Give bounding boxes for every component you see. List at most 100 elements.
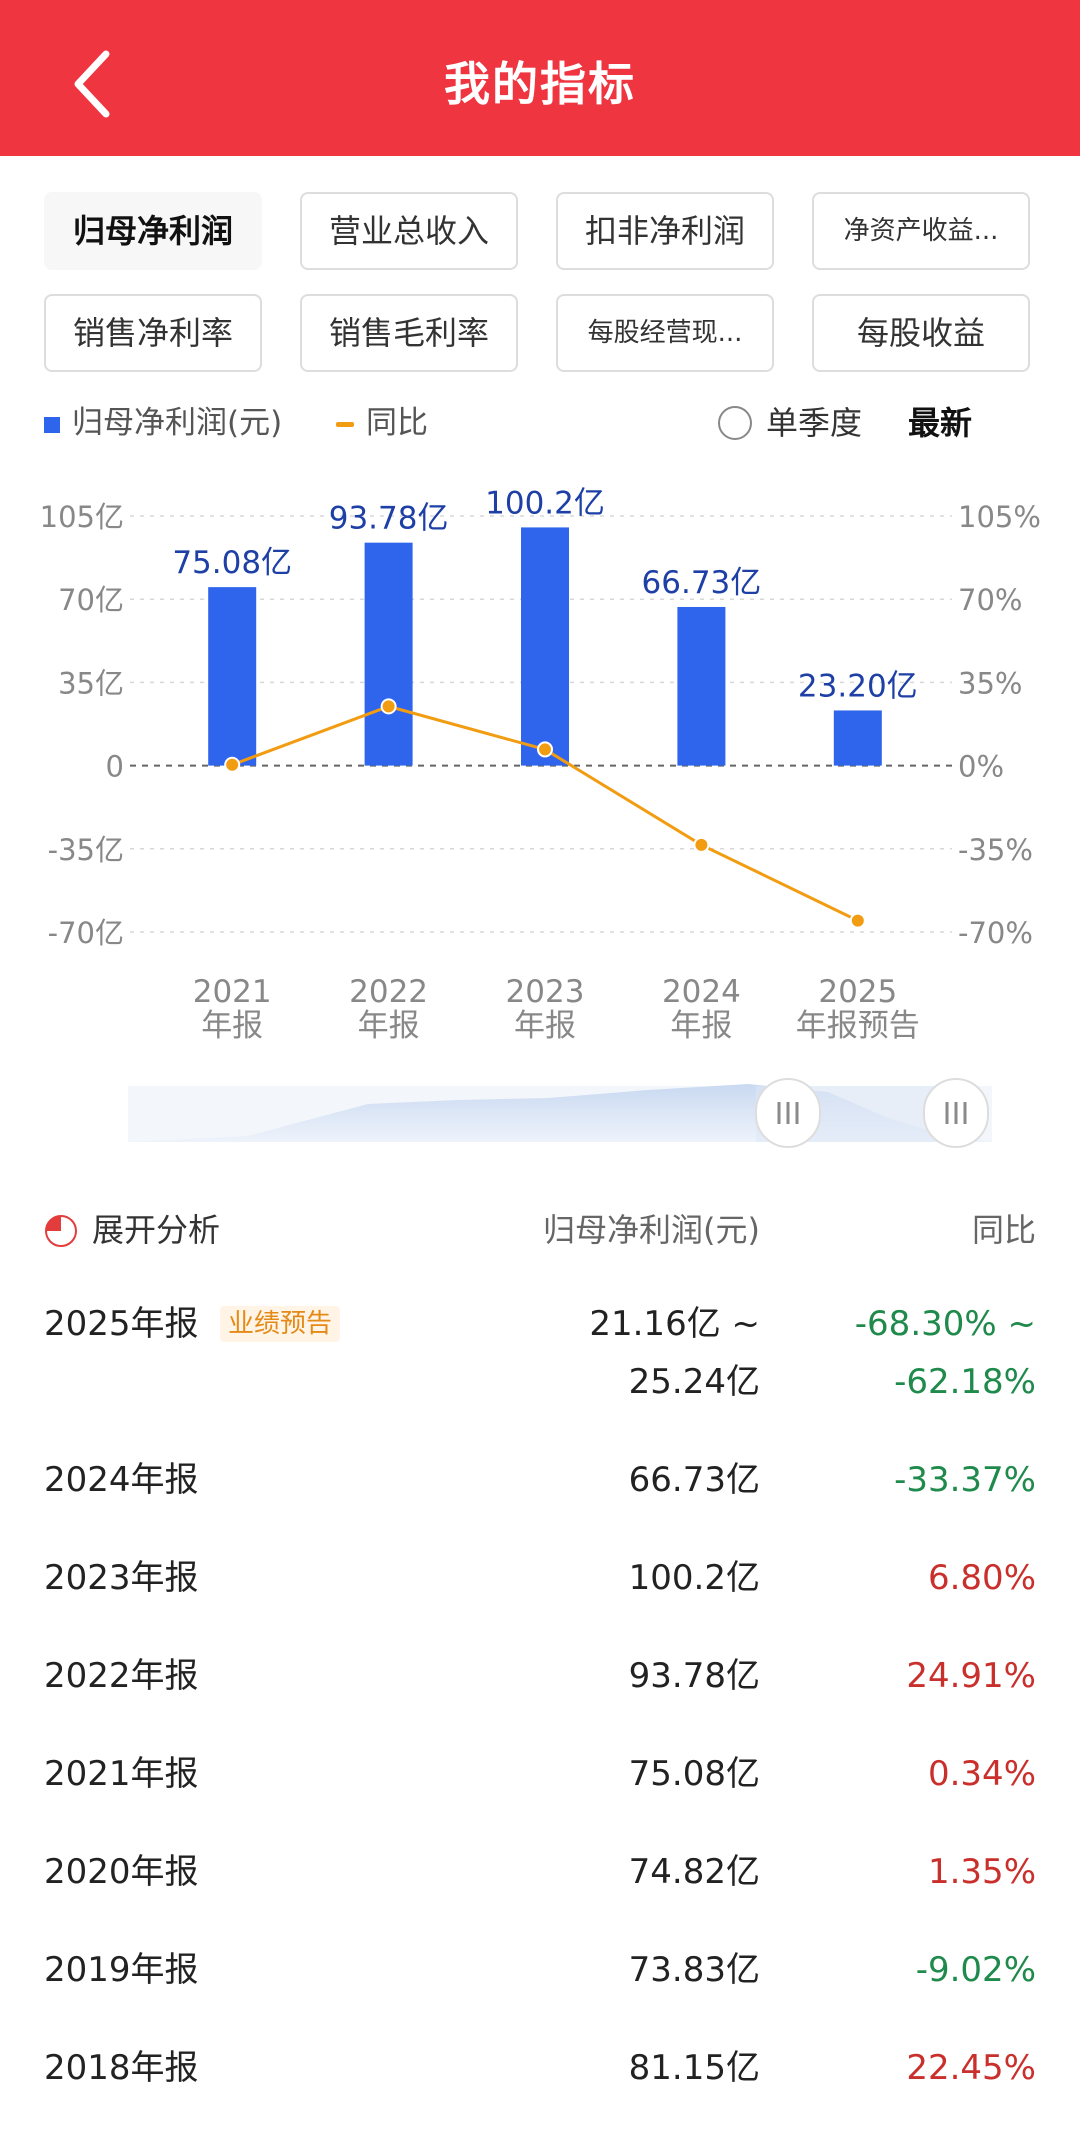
row-yoy: -68.30% ~ [854,1304,1036,1344]
row-yoy: 22.45% [906,2048,1036,2088]
y-right-tick-label: 105% [958,500,1041,534]
legend-line-swatch [336,422,354,427]
y-left-tick-label: 70亿 [58,583,124,617]
row-yoy: -9.02% [915,1950,1036,1990]
grip-lines-icon [945,1102,967,1124]
bar [521,527,569,766]
row-value-upper: 25.24亿 [628,1362,760,1402]
row-value: 93.78亿 [628,1656,760,1696]
y-right-tick-label: 35% [958,666,1022,700]
table-row: 2020年报 74.82亿 1.35% [44,1844,1036,1900]
yoy-point [849,912,866,929]
latest-button[interactable]: 最新 [908,404,973,442]
bar-value-label: 23.20亿 [798,668,918,704]
y-left-tick-label: 0 [106,750,124,784]
yoy-point [537,741,553,758]
app-header: 我的指标 [0,0,1080,156]
row-yoy: 1.35% [927,1852,1036,1892]
row-value: 66.73亿 [628,1460,760,1500]
bar [677,606,726,766]
x-tick-label: 年报 [201,1008,263,1044]
forecast-badge: 业绩预告 [220,1306,341,1342]
single-quarter-radio[interactable] [718,406,752,440]
bar-value-label: 66.73亿 [642,565,762,601]
row-value: 73.83亿 [628,1950,760,1990]
grip-lines-icon [777,1102,799,1124]
y-right-tick-label: -70% [958,916,1033,950]
net-profit-chart: 105亿 105% 70亿 70% 35亿 35% 0 0% -35亿 -35% -70亿 -70% 7… [40,485,1041,1044]
tab-net-profit[interactable]: 归母净利润 [44,192,262,270]
tab-gross-margin[interactable]: 销售毛利率 [300,294,518,372]
row-year: 2024年报 [44,1460,199,1500]
y-left-tick-label: 35亿 [58,666,124,700]
pie-chart-icon [45,1215,77,1247]
row-yoy-upper: -62.18% [894,1362,1036,1402]
y-right-tick-label: 0% [958,750,1004,784]
row-year: 2021年报 [44,1754,199,1794]
x-tick-label: 年报 [514,1008,576,1044]
table-row: 2023年报 100.2亿 6.80% [44,1550,1036,1606]
x-tick-label: 2021 [193,974,272,1010]
table-row: 2021年报 75.08亿 0.34% [44,1746,1036,1802]
single-quarter-label[interactable]: 单季度 [766,404,863,442]
row-year: 2023年报 [44,1558,199,1598]
bar-value-label: 75.08亿 [172,545,292,581]
back-button[interactable] [62,44,132,124]
legend-bar-label: 归母净利润(元) [72,405,283,441]
y-right-tick-label: -35% [958,833,1033,867]
legend-bar-swatch [44,417,60,433]
bar [833,710,882,766]
y-left-tick-label: 105亿 [40,500,124,534]
table-row: 2024年报 66.73亿 -33.37% [44,1452,1036,1508]
row-year: 2019年报 [44,1950,199,1990]
row-year: 2018年报 [44,2048,199,2088]
bar [364,542,413,766]
tab-eps[interactable]: 每股收益 [812,294,1030,372]
row-yoy: -33.37% [894,1460,1036,1500]
row-year: 2025年报 [44,1304,199,1344]
row-value: 81.15亿 [628,2048,760,2088]
x-tick-label: 2023 [506,974,585,1010]
y-right-tick-label: 70% [958,583,1022,617]
row-yoy: 6.80% [927,1558,1036,1598]
bar [208,587,257,766]
table-row: 2018年报 81.15亿 22.45% [44,2040,1036,2096]
x-tick-label: 2025 [818,974,897,1010]
column-header-value: 归母净利润(元) [543,1211,760,1249]
x-tick-label: 年报 [670,1008,732,1044]
row-yoy: 24.91% [906,1656,1036,1696]
x-tick-label: 2022 [349,974,428,1010]
row-year: 2022年报 [44,1656,199,1696]
row-year: 2020年报 [44,1852,199,1892]
column-header-yoy: 同比 [971,1211,1036,1249]
tab-deducted-net-profit[interactable]: 扣非净利润 [556,192,774,270]
tab-roe[interactable]: 净资产收益... [812,192,1030,270]
x-tick-label: 年报 [358,1008,420,1044]
row-yoy: 0.34% [927,1754,1036,1794]
tab-operating-cashflow-per-share[interactable]: 每股经营现... [556,294,774,372]
row-value: 74.82亿 [628,1852,760,1892]
chevron-left-icon [74,50,110,118]
x-tick-label: 年报预告 [796,1008,920,1044]
tab-total-revenue[interactable]: 营业总收入 [300,192,518,270]
row-value: 75.08亿 [628,1754,760,1794]
x-tick-label: 2024 [662,974,741,1010]
tab-net-margin[interactable]: 销售净利率 [44,294,262,372]
table-row: 2022年报 93.78亿 24.91% [44,1648,1036,1704]
range-slider[interactable] [128,1078,992,1148]
legend-line-label: 同比 [366,405,428,441]
expand-analysis-button[interactable]: 展开分析 [92,1211,221,1249]
table-row: 2019年报 73.83亿 -9.02% [44,1942,1036,1998]
table-row: 2025年报 业绩预告 21.16亿 ~ 25.24亿 -68.30% ~ -6… [44,1296,1036,1416]
slider-right-handle[interactable] [923,1078,989,1148]
bar-value-label: 100.2亿 [485,485,605,521]
y-left-tick-label: -70亿 [48,916,124,950]
slider-left-handle[interactable] [755,1078,821,1148]
yoy-point [380,698,397,715]
row-value: 21.16亿 ~ [589,1304,760,1344]
yoy-point [693,836,710,853]
table-header: 展开分析 归母净利润(元) 同比 [44,1200,1036,1260]
y-left-tick-label: -35亿 [48,833,124,867]
yoy-point [224,756,241,773]
bar-value-label: 93.78亿 [329,501,449,537]
